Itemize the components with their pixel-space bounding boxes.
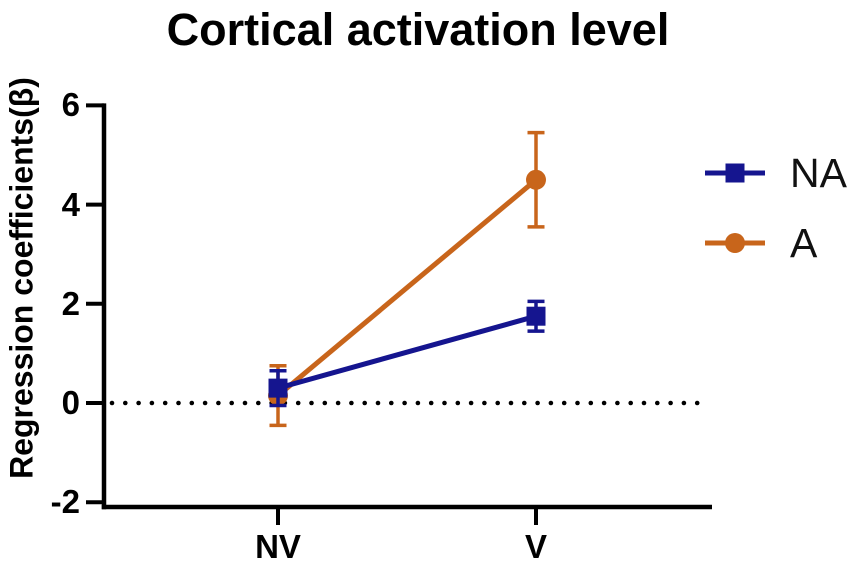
a-series-circle-marker-icon	[705, 233, 765, 253]
legend-label-a: A	[790, 219, 818, 266]
y-tick-label: 2	[61, 284, 80, 322]
legend-entry-a: A	[704, 220, 817, 266]
legend-entry-na: NA	[704, 150, 847, 196]
x-tick-label-v: V	[524, 528, 548, 565]
y-tick-label: -2	[50, 483, 80, 521]
legend-label-na: NA	[790, 149, 847, 196]
na-series-square-marker-icon	[705, 163, 765, 183]
chart-title: Cortical activation level	[166, 4, 670, 55]
y-tick-label: 6	[61, 86, 80, 124]
y-tick-label: 0	[61, 384, 80, 421]
y-tick-label: 4	[61, 185, 80, 223]
x-tick-label-nv: NV	[255, 528, 301, 565]
